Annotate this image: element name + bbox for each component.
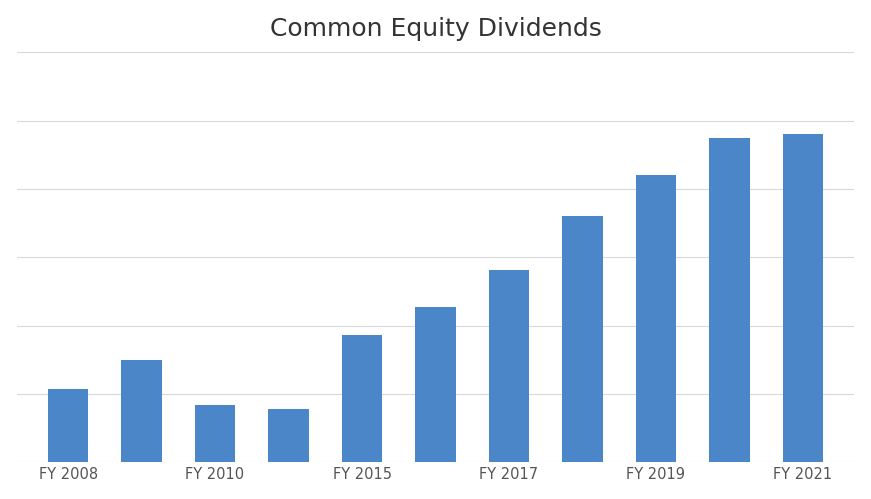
Bar: [48, 389, 88, 463]
Bar: [415, 306, 456, 463]
Bar: [341, 335, 382, 463]
Bar: [783, 134, 823, 463]
Title: Common Equity Dividends: Common Equity Dividends: [269, 16, 602, 40]
Bar: [121, 360, 162, 463]
Bar: [709, 138, 750, 463]
Bar: [563, 217, 603, 463]
Bar: [268, 409, 308, 463]
Bar: [489, 269, 530, 463]
Bar: [195, 405, 235, 463]
Bar: [636, 175, 676, 463]
